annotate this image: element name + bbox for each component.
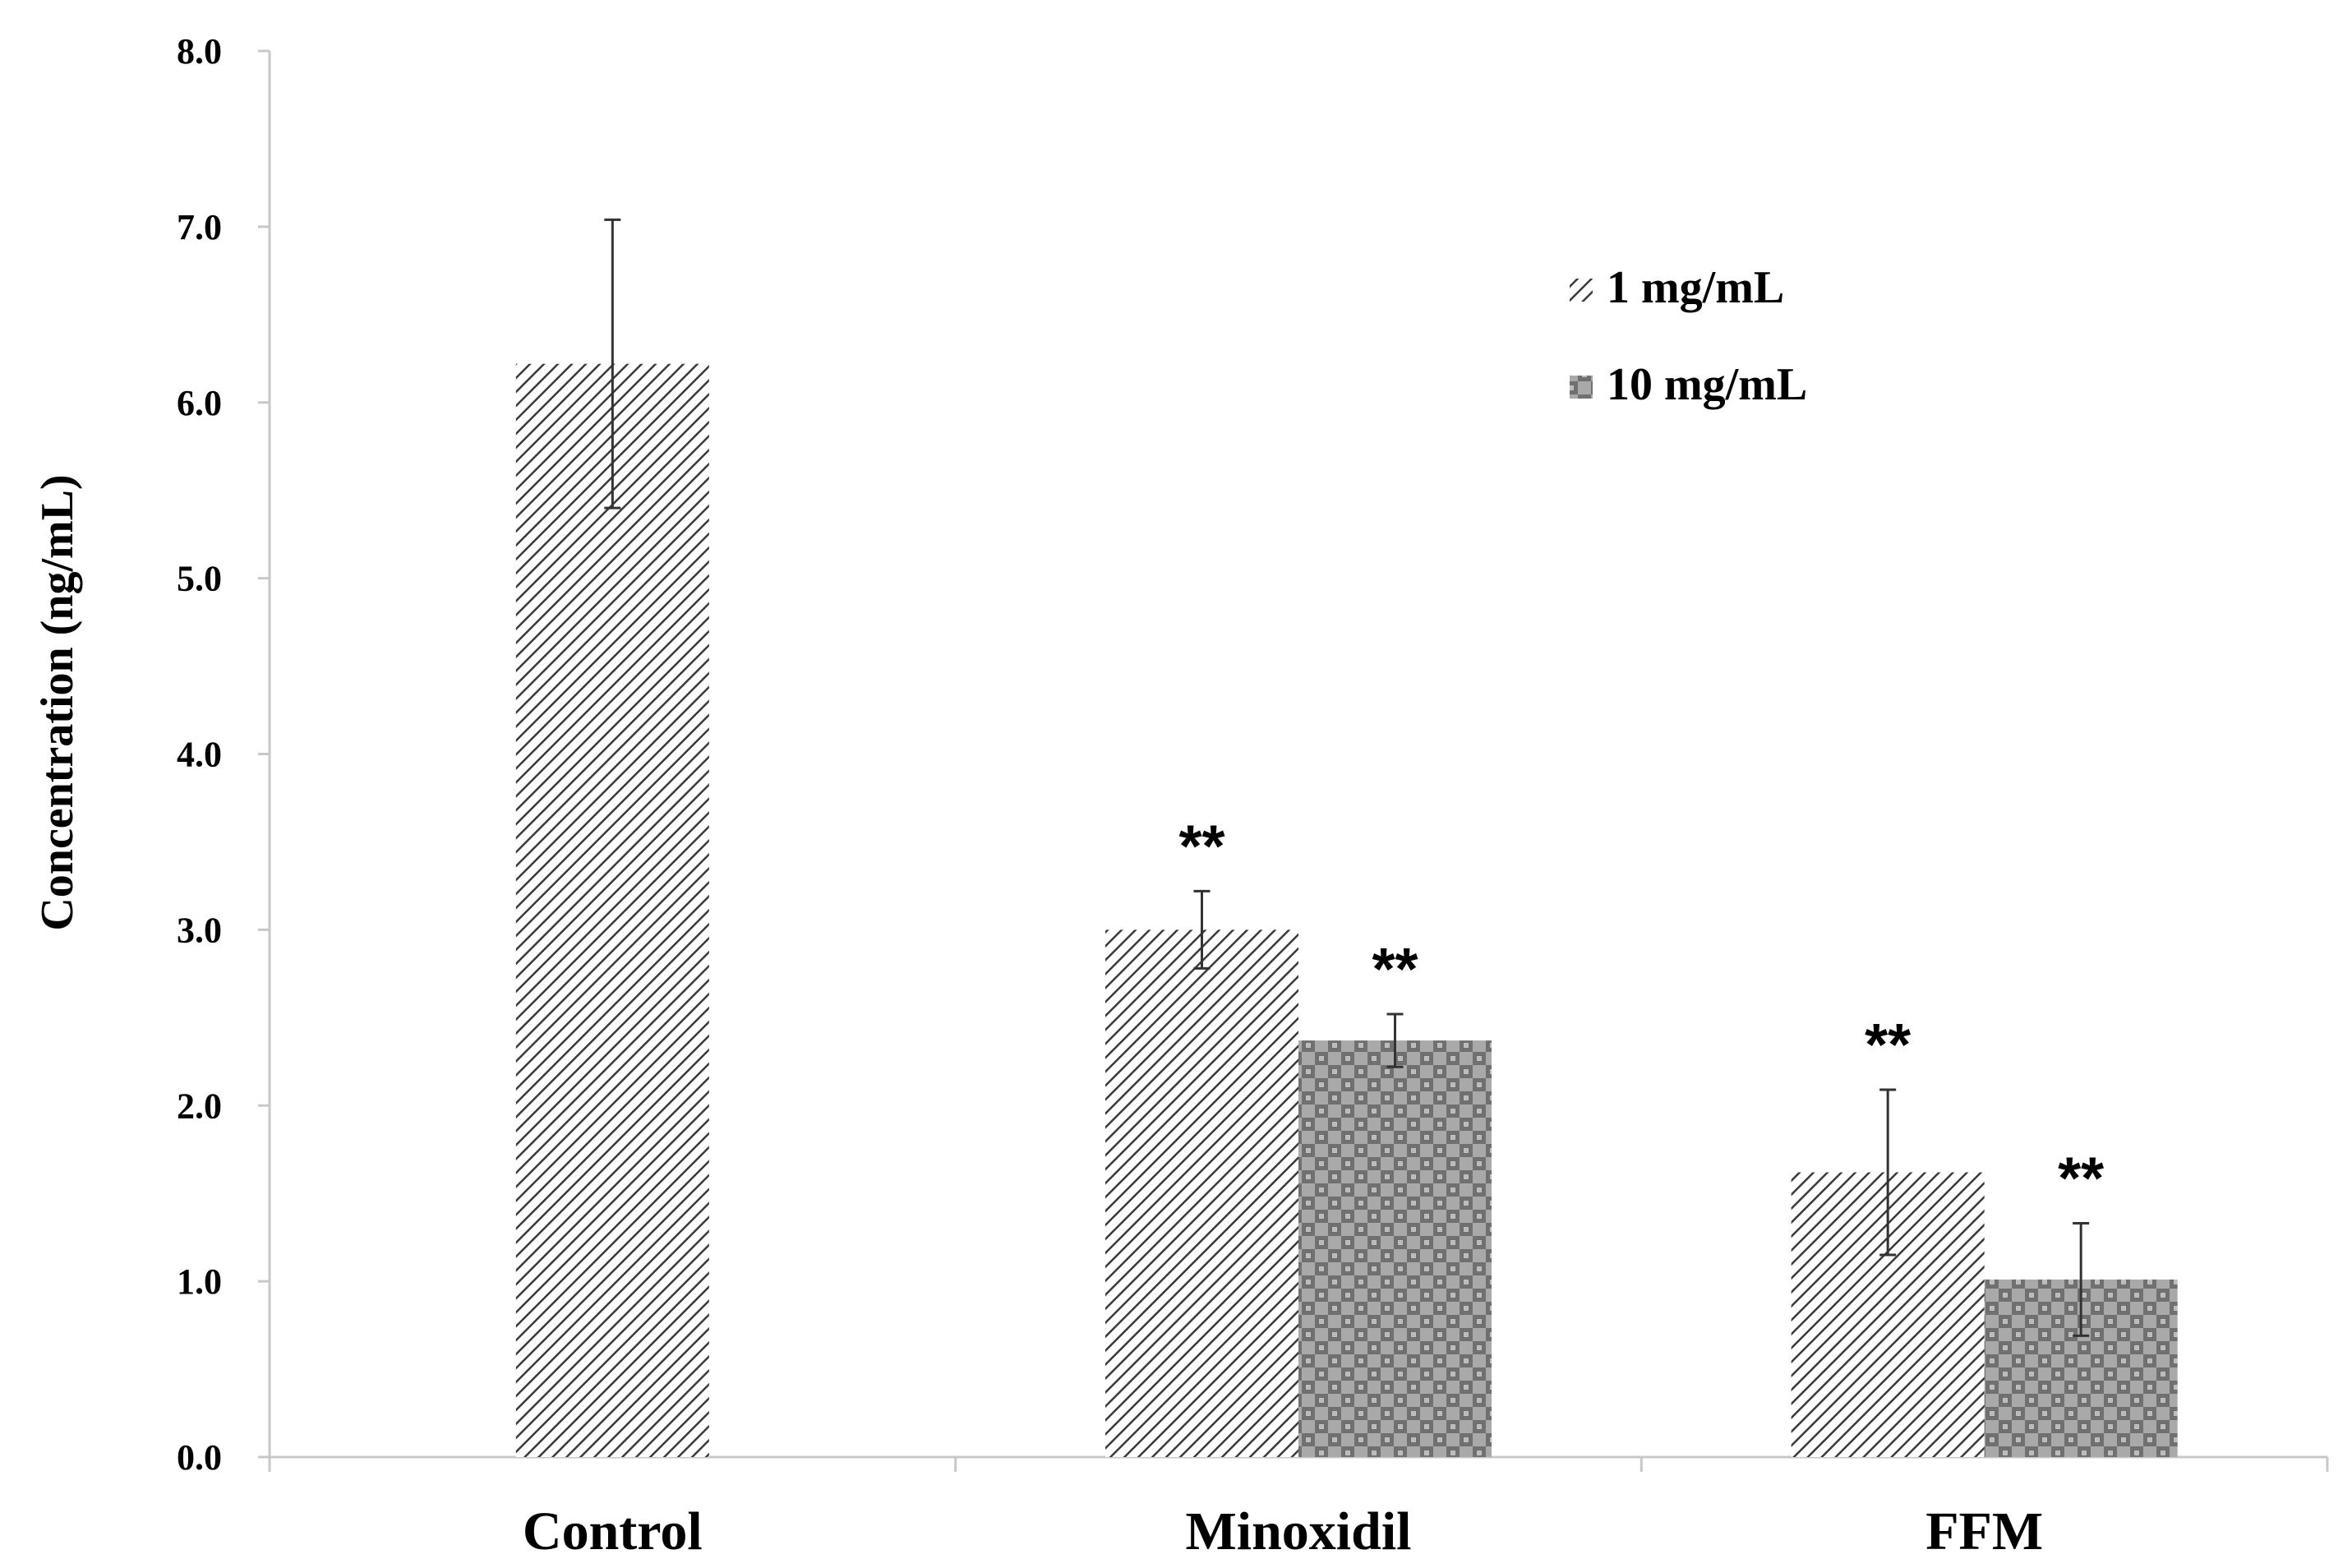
significance-label: ** <box>1178 814 1224 879</box>
bar-1-mg-ml <box>515 363 709 1457</box>
y-axis: 0.0 1.0 2.0 3.0 4.0 5.0 6.0 7.0 8.0 <box>177 31 271 1478</box>
y-tick-label: 3.0 <box>177 910 222 950</box>
legend-label-10mg: 10 mg/mL <box>1607 359 1807 410</box>
x-axis: Control Minoxidil FFM <box>268 1455 2329 1561</box>
significance-label: ** <box>1372 937 1418 1003</box>
bar-10-mg-ml <box>1298 1040 1492 1457</box>
bar-1-mg-ml <box>1105 929 1298 1457</box>
y-axis-title: Concentration (ng/mL) <box>32 474 83 930</box>
y-tick-label: 8.0 <box>177 31 222 71</box>
legend: 1 mg/mL 10 mg/mL <box>1570 262 1807 410</box>
y-tick-label: 5.0 <box>177 559 222 599</box>
x-category-label: Control <box>523 1501 703 1561</box>
bars: ** ** ** ** <box>515 218 2178 1457</box>
y-tick-label: 7.0 <box>177 207 222 247</box>
y-tick-label: 6.0 <box>177 383 222 423</box>
x-category-label: Minoxidil <box>1185 1501 1411 1561</box>
y-tick-label: 4.0 <box>177 735 222 775</box>
significance-label: ** <box>2058 1146 2104 1212</box>
y-tick-label: 0.0 <box>177 1437 222 1478</box>
y-tick-label: 1.0 <box>177 1261 222 1302</box>
legend-swatch-1mg <box>1570 279 1593 302</box>
legend-label-1mg: 1 mg/mL <box>1607 262 1784 313</box>
significance-label: ** <box>1865 1012 1911 1078</box>
legend-swatch-10mg <box>1570 376 1593 399</box>
y-tick-label: 2.0 <box>177 1086 222 1126</box>
x-category-label: FFM <box>1925 1501 2043 1561</box>
